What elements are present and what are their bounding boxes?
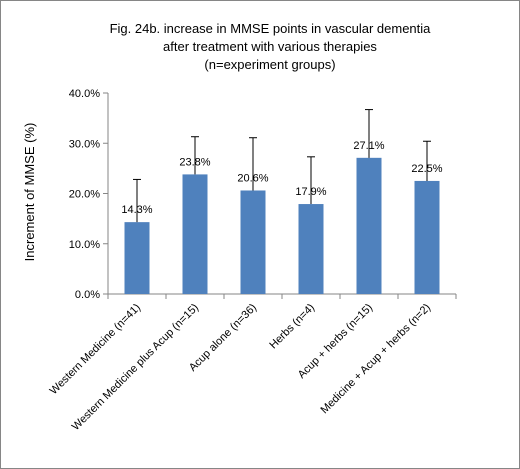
category-label: Western Medicine (n=41) bbox=[48, 302, 143, 397]
bar bbox=[414, 180, 440, 294]
y-tick-label: 10.0% bbox=[69, 239, 100, 251]
plot-area: 0.0% 10.0% 20.0% 30.0% 40.0% 14.3% Western Med… bbox=[48, 88, 457, 433]
chart-title: Fig. 24b. increase in MMSE points in vas… bbox=[110, 21, 432, 72]
bar bbox=[182, 174, 208, 294]
data-label: 22.5% bbox=[411, 163, 442, 175]
y-tick-label: 40.0% bbox=[69, 88, 100, 100]
y-tick-label: 30.0% bbox=[69, 138, 100, 150]
bar bbox=[124, 222, 150, 294]
y-tick-label: 0.0% bbox=[75, 289, 100, 301]
y-tick-label: 20.0% bbox=[69, 189, 100, 201]
chart-title-line-2: after treatment with various therapies bbox=[163, 39, 377, 54]
bar bbox=[298, 204, 324, 294]
chart-title-line-3: (n=experiment groups) bbox=[204, 57, 335, 72]
bar bbox=[240, 190, 266, 294]
data-label: 23.8% bbox=[179, 156, 210, 168]
category-label: Medicine + Acup + herbs (n=2) bbox=[318, 302, 433, 417]
chart-title-line-1: Fig. 24b. increase in MMSE points in vas… bbox=[110, 21, 432, 36]
category-label: Western Medicine plus Acup (n=15) bbox=[70, 302, 201, 433]
data-label: 27.1% bbox=[353, 140, 384, 152]
bar bbox=[356, 157, 382, 294]
data-label: 14.3% bbox=[121, 204, 152, 216]
y-axis-label: Increment of MMSE (%) bbox=[22, 123, 37, 262]
data-label: 20.6% bbox=[237, 172, 268, 184]
data-label: 17.9% bbox=[295, 186, 326, 198]
category-label: Herbs (n=4) bbox=[267, 302, 317, 352]
